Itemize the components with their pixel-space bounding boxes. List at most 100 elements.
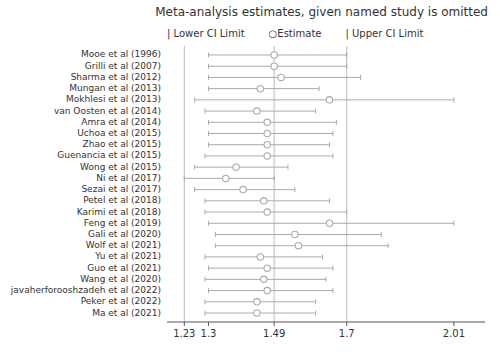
x-axis: 1.231.31.491.72.01: [167, 322, 485, 339]
category-labels: Mooe et al (1996) Grilli et al (2007)Shar…: [10, 49, 161, 317]
ci-lower-cap: [205, 299, 206, 304]
category-label: Wong et al (2015): [80, 162, 161, 172]
ci-lower-cap: [208, 86, 209, 91]
category-label: Sezai et al (2017): [81, 184, 161, 194]
ci-upper-cap: [332, 153, 333, 158]
ci-upper-cap: [319, 86, 320, 91]
estimate: [264, 209, 270, 215]
category-label: Sharma et al (2012): [71, 72, 161, 82]
reference-line: [274, 46, 275, 322]
ci-upper-cap: [388, 243, 389, 248]
ci-upper-cap: [332, 266, 333, 271]
tick: [346, 322, 347, 326]
category-label: Guenancia et al (2015): [57, 150, 161, 160]
legend-entry: | Lower CI Limit: [167, 28, 245, 40]
estimate: [240, 186, 246, 192]
ci-lower-cap: [205, 277, 206, 282]
ci-upper-cap: [360, 75, 361, 80]
ci-lower-cap: [194, 165, 195, 170]
category-label: Yu et al (2021): [94, 251, 161, 261]
ci-upper-cap: [453, 221, 454, 226]
estimate: [292, 231, 298, 237]
ci-line: [208, 122, 336, 123]
ci-lower-cap: [208, 142, 209, 147]
estimate: [254, 108, 260, 114]
reference-lines: [184, 46, 346, 322]
estimate: [257, 254, 263, 260]
ci-lower-cap: [205, 311, 206, 316]
tick: [274, 322, 275, 326]
ci-lower-cap: [205, 153, 206, 158]
marks: [184, 52, 454, 316]
estimate: [264, 119, 270, 125]
ci-lower-cap: [208, 288, 209, 293]
category-label: Amra et al (2014): [81, 117, 161, 127]
ci-upper-cap: [332, 288, 333, 293]
ci-lower-cap: [208, 64, 209, 69]
category-label: Mooe et al (1996): [81, 49, 161, 59]
ci-lower-cap: [215, 232, 216, 237]
estimate: [264, 265, 270, 271]
ci-lower-cap: [208, 120, 209, 125]
estimate: [271, 52, 277, 58]
ci-upper-cap: [326, 277, 327, 282]
chart: Meta-analysis estimates, given named stu…: [0, 0, 500, 357]
estimate: [326, 220, 332, 226]
category-label: Wolf et al (2021): [86, 240, 161, 250]
estimate: [264, 153, 270, 159]
category-label: Grilli et al (2007): [85, 61, 161, 71]
category-label: Mokhlesi et al (2013): [66, 94, 161, 104]
ci-upper-cap: [346, 53, 347, 58]
estimate: [326, 97, 332, 103]
tick-label: 1.3: [201, 328, 217, 339]
reference-line: [184, 46, 185, 322]
ci-lower-cap: [205, 109, 206, 114]
estimate: [254, 299, 260, 305]
page: {"chart_data": { "type": "forest", "titl…: [0, 0, 500, 357]
ci-lower-cap: [184, 176, 185, 181]
tick: [453, 322, 454, 326]
tick: [184, 322, 185, 326]
estimate: [233, 164, 239, 170]
ci-lower-cap: [208, 266, 209, 271]
ci-lower-cap: [194, 187, 195, 192]
ci-upper-cap: [315, 299, 316, 304]
ci-upper-cap: [329, 142, 330, 147]
category-label: Wang et al (2020): [80, 274, 161, 284]
reference-line: [346, 46, 347, 322]
tick-label: 1.7: [339, 328, 355, 339]
estimate: [261, 198, 267, 204]
category-label: Mungan et al (2013): [69, 83, 161, 93]
ci-upper-cap: [346, 64, 347, 69]
ci-lower-cap: [205, 198, 206, 203]
estimate: [261, 276, 267, 282]
estimate: [264, 287, 270, 293]
ci-upper-cap: [294, 187, 295, 192]
tick: [208, 322, 209, 326]
ci-lower-cap: [208, 131, 209, 136]
estimate: [271, 63, 277, 69]
title: Meta-analysis estimates, given named stu…: [155, 5, 488, 19]
category-label: Peker et al (2022): [81, 296, 161, 306]
ci-line: [195, 99, 454, 100]
ci-lower-cap: [205, 210, 206, 215]
ci-upper-cap: [346, 210, 347, 215]
ci-lower-cap: [208, 221, 209, 226]
ci-upper-cap: [453, 97, 454, 102]
category-label: Ma et al (2021): [92, 308, 161, 318]
category-label: Gali et al (2020): [88, 229, 161, 239]
ci-lower-cap: [208, 53, 209, 58]
ci-upper-cap: [336, 120, 337, 125]
ci-line: [205, 212, 347, 213]
ci-lower-cap: [208, 75, 209, 80]
estimate: [264, 130, 270, 136]
ci-line: [195, 167, 288, 168]
estimate: [278, 74, 284, 80]
category-label: Ni et al (2017): [96, 173, 161, 183]
ci-upper-cap: [329, 198, 330, 203]
ci-upper-cap: [274, 176, 275, 181]
ci-lower-cap: [215, 243, 216, 248]
category-label: Feng et al (2019): [84, 218, 161, 228]
category-label: javaherforooshzadeh et al (2022): [10, 285, 161, 295]
estimate: [264, 142, 270, 148]
